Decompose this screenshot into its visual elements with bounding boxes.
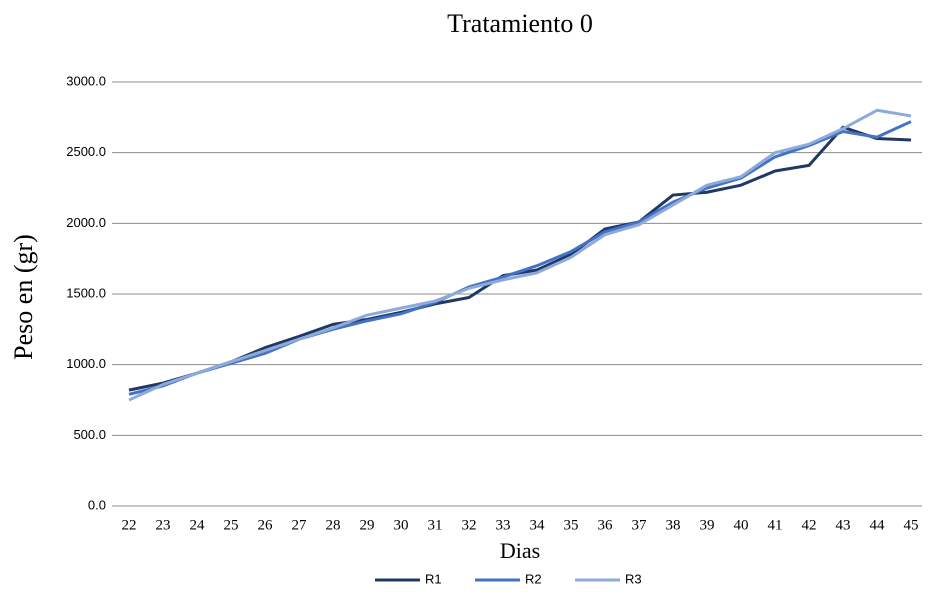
x-tick-label: 28 — [326, 517, 341, 533]
y-axis-label: Peso en (gr) — [9, 234, 38, 360]
chart-title: Tratamiento 0 — [447, 9, 593, 38]
x-tick-label: 22 — [122, 517, 137, 533]
y-tick-label: 500.0 — [73, 427, 106, 442]
x-tick-label: 27 — [292, 517, 308, 533]
x-tick-label: 34 — [530, 517, 546, 533]
x-tick-label: 37 — [632, 517, 648, 533]
y-tick-label: 0.0 — [88, 497, 106, 512]
legend-label: R2 — [525, 571, 542, 586]
x-tick-label: 31 — [428, 517, 443, 533]
line-series — [128, 120, 912, 396]
x-tick-label: 35 — [564, 517, 579, 533]
x-tick-label: 45 — [904, 517, 919, 533]
legend-label: R1 — [425, 571, 442, 586]
x-tick-label: 33 — [496, 517, 511, 533]
x-tick-label: 44 — [870, 517, 886, 533]
x-tick-label: 43 — [836, 517, 851, 533]
x-tick-label: 36 — [598, 517, 614, 533]
legend-label: R3 — [625, 571, 642, 586]
y-tick-label: 1000.0 — [66, 356, 106, 371]
x-tick-label: 23 — [156, 517, 171, 533]
x-tick-label: 25 — [224, 517, 239, 533]
x-tick-label: 38 — [666, 517, 681, 533]
x-tick-label: 32 — [462, 517, 477, 533]
line-series — [128, 125, 912, 392]
x-tick-label: 26 — [258, 517, 274, 533]
x-tick-label: 42 — [802, 517, 817, 533]
y-tick-label: 1500.0 — [66, 285, 106, 300]
y-tick-label: 2500.0 — [66, 144, 106, 159]
x-tick-label: 40 — [734, 517, 749, 533]
x-tick-label: 30 — [394, 517, 409, 533]
line-series — [128, 108, 912, 402]
x-tick-label: 41 — [768, 517, 783, 533]
y-tick-label: 2000.0 — [66, 215, 106, 230]
x-tick-label: 24 — [190, 517, 206, 533]
x-axis-label: Dias — [500, 538, 540, 563]
x-tick-label: 39 — [700, 517, 715, 533]
x-tick-label: 29 — [360, 517, 375, 533]
y-tick-label: 3000.0 — [66, 73, 106, 88]
